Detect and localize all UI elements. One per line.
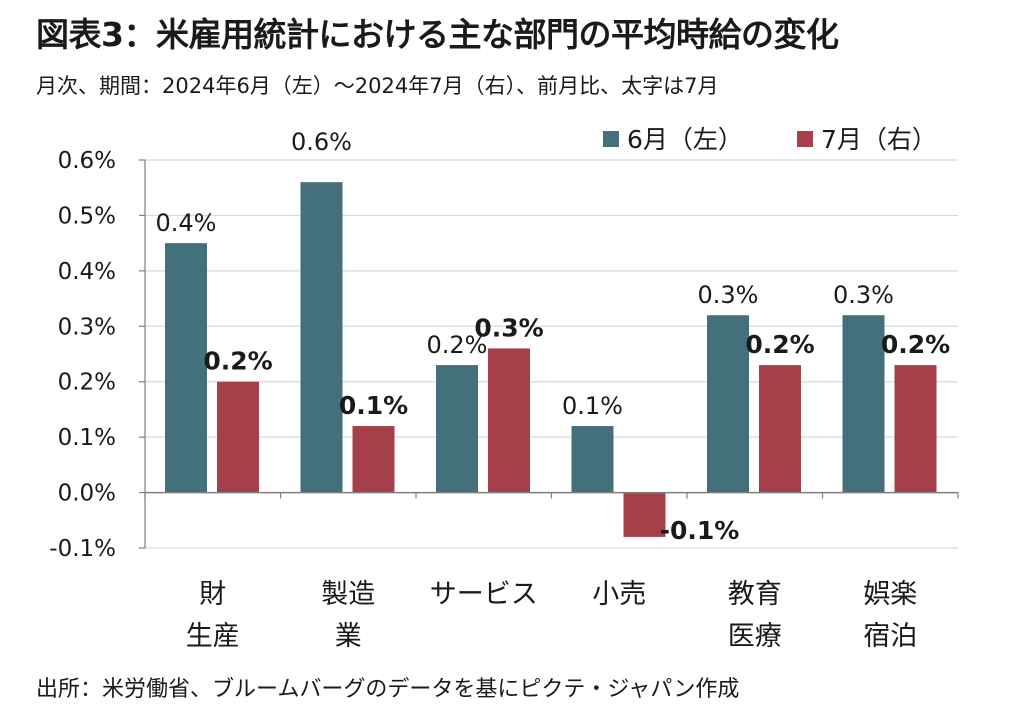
june-bar-label: 0.4% xyxy=(156,209,217,237)
june-bar-label: 0.3% xyxy=(833,281,894,309)
legend-swatch-june xyxy=(603,131,619,147)
y-tick-label: 0.4% xyxy=(58,259,116,285)
y-tick-label: -0.1% xyxy=(49,536,116,562)
june-bar xyxy=(707,315,749,493)
category-label: 業 xyxy=(335,621,362,652)
july-bar xyxy=(488,348,530,493)
june-bar-label: 0.2% xyxy=(427,331,488,359)
july-bar-label: 0.1% xyxy=(339,391,408,420)
y-tick-label: 0.3% xyxy=(58,314,116,340)
july-bar xyxy=(352,426,395,493)
june-bar xyxy=(300,182,343,493)
legend-swatch-july xyxy=(797,131,813,147)
source-note: 出所：米労働省、ブルームバーグのデータを基にピクテ・ジャパン作成 xyxy=(36,677,740,702)
legend-label-july: 7月（右） xyxy=(821,125,937,154)
july-bar-label: 0.2% xyxy=(881,330,950,359)
category-label: サービス xyxy=(430,579,538,610)
june-bar xyxy=(436,365,478,493)
july-bar-label: -0.1% xyxy=(660,516,740,545)
june-bar xyxy=(165,243,207,493)
june-bar-label: 0.6% xyxy=(291,128,352,156)
july-bar-label: 0.2% xyxy=(203,347,272,376)
y-tick-label: 0.1% xyxy=(58,425,116,451)
y-tick-label: 0.5% xyxy=(58,203,116,229)
category-label: 財 xyxy=(199,579,226,610)
july-bar xyxy=(623,492,666,537)
category-label: 生産 xyxy=(186,621,240,652)
y-tick-label: 0.0% xyxy=(58,481,116,507)
july-bar-label: 0.2% xyxy=(745,330,814,359)
legend-label-june: 6月（左） xyxy=(627,125,743,154)
category-label: 製造 xyxy=(321,579,375,610)
category-label: 娯楽 xyxy=(863,579,917,610)
chart-title: 図表3：米雇用統計における主な部門の平均時給の変化 xyxy=(36,15,839,54)
july-bar xyxy=(759,365,801,493)
june-bar xyxy=(571,426,614,493)
june-bar xyxy=(842,315,885,493)
y-tick-label: 0.2% xyxy=(58,370,116,396)
july-bar-label: 0.3% xyxy=(474,313,543,342)
june-bar-label: 0.1% xyxy=(562,392,623,420)
category-label: 小売 xyxy=(592,579,646,610)
category-label: 宿泊 xyxy=(863,621,917,652)
july-bar xyxy=(217,381,259,493)
chart-subtitle: 月次、期間：2024年6月（左）～2024年7月（右）、前月比、太字は7月 xyxy=(36,74,719,98)
category-label: 医療 xyxy=(728,621,782,652)
july-bar xyxy=(894,365,937,493)
y-tick-label: 0.6% xyxy=(58,148,116,174)
june-bar-label: 0.3% xyxy=(698,281,759,309)
category-label: 教育 xyxy=(728,579,782,610)
